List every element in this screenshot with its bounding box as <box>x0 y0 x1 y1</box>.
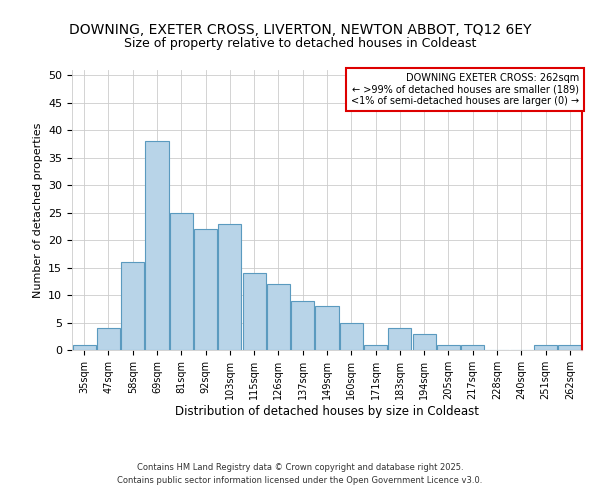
Bar <box>388 328 412 350</box>
Bar <box>97 328 120 350</box>
Bar <box>316 306 338 350</box>
Y-axis label: Number of detached properties: Number of detached properties <box>32 122 43 298</box>
Bar <box>364 344 387 350</box>
Bar <box>461 344 484 350</box>
Bar <box>242 273 266 350</box>
Bar <box>218 224 241 350</box>
Bar <box>559 344 581 350</box>
Text: Size of property relative to detached houses in Coldeast: Size of property relative to detached ho… <box>124 38 476 51</box>
Bar <box>145 142 169 350</box>
Bar <box>121 262 144 350</box>
Text: Contains HM Land Registry data © Crown copyright and database right 2025.: Contains HM Land Registry data © Crown c… <box>137 464 463 472</box>
Text: DOWNING, EXETER CROSS, LIVERTON, NEWTON ABBOT, TQ12 6EY: DOWNING, EXETER CROSS, LIVERTON, NEWTON … <box>69 22 531 36</box>
Bar <box>291 300 314 350</box>
Bar <box>170 212 193 350</box>
Bar <box>413 334 436 350</box>
Bar <box>534 344 557 350</box>
Bar <box>340 322 363 350</box>
Bar <box>437 344 460 350</box>
Bar <box>267 284 290 350</box>
Bar <box>194 229 217 350</box>
Text: Contains public sector information licensed under the Open Government Licence v3: Contains public sector information licen… <box>118 476 482 485</box>
Bar <box>73 344 95 350</box>
Text: DOWNING EXETER CROSS: 262sqm
← >99% of detached houses are smaller (189)
<1% of : DOWNING EXETER CROSS: 262sqm ← >99% of d… <box>351 73 579 106</box>
X-axis label: Distribution of detached houses by size in Coldeast: Distribution of detached houses by size … <box>175 404 479 417</box>
